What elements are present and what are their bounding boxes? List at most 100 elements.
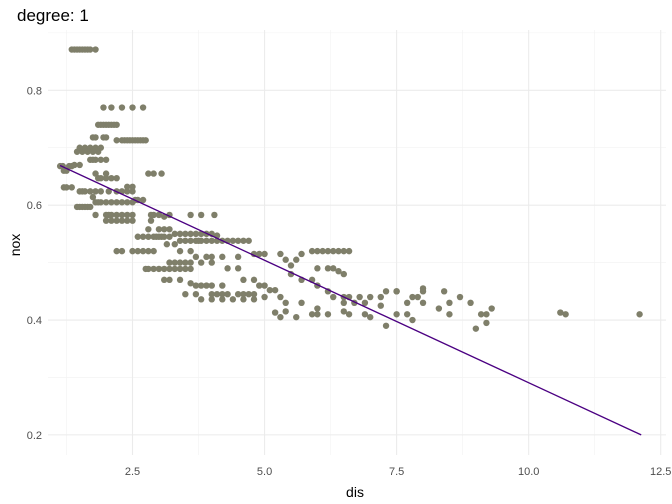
data-point (139, 196, 147, 204)
data-point (92, 211, 99, 219)
data-point (118, 247, 126, 255)
data-point (129, 188, 136, 195)
data-point (182, 265, 189, 273)
data-point (409, 293, 416, 301)
data-point (124, 188, 131, 195)
data-point (197, 211, 205, 219)
data-point (256, 250, 263, 258)
data-point (105, 188, 112, 195)
data-point (129, 211, 136, 219)
data-point (113, 137, 120, 144)
data-point (97, 156, 105, 163)
data-point (192, 253, 200, 261)
data-point (419, 285, 427, 292)
data-point (224, 265, 231, 272)
data-point (118, 104, 126, 111)
data-point (636, 311, 643, 318)
data-point (330, 265, 337, 272)
data-point (203, 237, 210, 244)
data-point (197, 259, 205, 266)
data-point (155, 265, 163, 273)
data-point (187, 211, 194, 219)
data-point (293, 313, 300, 321)
data-point (161, 233, 168, 240)
data-point (250, 276, 258, 284)
data-point (145, 226, 152, 233)
data-point (171, 265, 178, 273)
data-point (219, 282, 226, 289)
data-point (197, 237, 205, 244)
data-point (92, 188, 99, 195)
data-point (208, 259, 215, 266)
data-point (145, 265, 152, 273)
data-point (102, 170, 110, 177)
data-point (113, 121, 120, 128)
data-point (97, 188, 105, 195)
data-point (118, 199, 126, 206)
data-point (308, 247, 316, 255)
data-point (97, 144, 105, 151)
data-point (113, 211, 120, 219)
data-point (182, 259, 189, 266)
data-point (219, 296, 226, 303)
data-point (361, 299, 369, 307)
data-point (330, 293, 337, 301)
data-point (171, 230, 178, 238)
data-point (298, 250, 305, 258)
data-point (129, 183, 136, 190)
x-axis-title: dis (346, 484, 364, 500)
data-point (68, 184, 75, 191)
data-point (308, 311, 316, 318)
data-point (340, 247, 347, 255)
data-point (245, 290, 252, 298)
data-point (271, 309, 279, 316)
data-point (192, 230, 200, 238)
x-tick-label: 2.5 (125, 466, 140, 478)
data-point (129, 104, 136, 111)
data-point (182, 290, 189, 298)
data-point (102, 156, 110, 163)
data-point (211, 211, 218, 219)
data-point (456, 293, 464, 301)
data-point (166, 276, 173, 284)
data-point (271, 286, 279, 294)
x-tick-labels: 2.5 5.0 7.5 10.0 12.5 (125, 466, 672, 478)
data-point (319, 247, 326, 255)
data-point (134, 233, 141, 240)
data-point (124, 217, 131, 224)
data-point (562, 311, 569, 318)
data-point (403, 299, 411, 307)
data-point (124, 211, 131, 219)
data-point (97, 174, 105, 182)
data-point (282, 308, 289, 315)
data-point (158, 170, 165, 177)
data-point (161, 265, 168, 273)
data-point (382, 322, 390, 329)
data-point (213, 290, 221, 298)
data-point (176, 230, 184, 238)
fit-line (59, 164, 642, 436)
data-point (147, 217, 155, 224)
data-point (377, 293, 384, 301)
data-point (367, 313, 374, 321)
data-point (108, 211, 115, 219)
data-point (129, 217, 136, 224)
data-point (118, 211, 126, 219)
data-point (176, 276, 184, 284)
x-tick-label: 10.0 (518, 466, 539, 478)
data-point (277, 313, 284, 321)
data-point (324, 247, 332, 255)
data-point (361, 311, 369, 318)
data-point (108, 199, 115, 206)
data-point (97, 199, 105, 206)
data-point (150, 170, 157, 177)
data-point (335, 247, 342, 255)
data-point (293, 256, 300, 263)
data-point (446, 299, 453, 307)
data-point (92, 134, 99, 141)
y-tick-labels: 0.2 0.4 0.6 0.8 (27, 85, 42, 442)
data-point (557, 309, 564, 316)
data-point (277, 250, 284, 258)
data-point (129, 247, 136, 255)
data-point (208, 282, 215, 289)
